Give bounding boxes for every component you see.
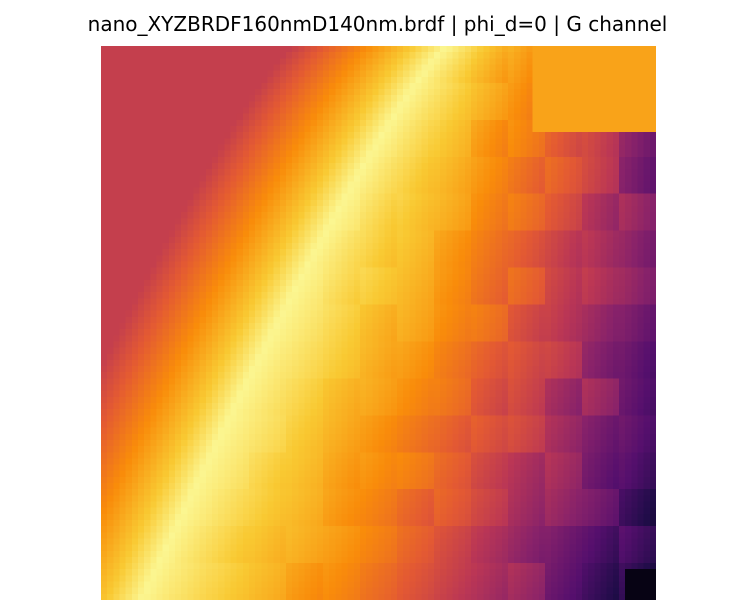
heatmap-image bbox=[101, 46, 656, 600]
chart-title: nano_XYZBRDF160nmD140nm.brdf | phi_d=0 |… bbox=[87, 12, 668, 36]
